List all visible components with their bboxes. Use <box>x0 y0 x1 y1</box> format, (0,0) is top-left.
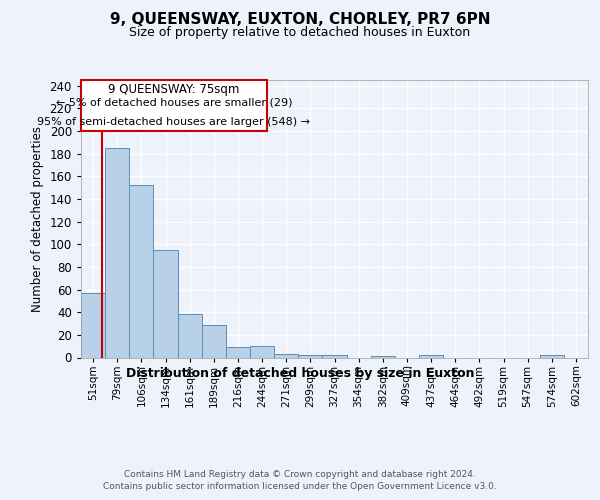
FancyBboxPatch shape <box>81 80 267 131</box>
Bar <box>371 356 395 358</box>
Bar <box>274 354 298 358</box>
Bar <box>81 293 105 358</box>
Text: 9, QUEENSWAY, EUXTON, CHORLEY, PR7 6PN: 9, QUEENSWAY, EUXTON, CHORLEY, PR7 6PN <box>110 12 490 28</box>
Bar <box>202 324 226 358</box>
Bar <box>129 186 154 358</box>
Text: 9 QUEENSWAY: 75sqm: 9 QUEENSWAY: 75sqm <box>108 83 239 96</box>
Bar <box>154 250 178 358</box>
Bar <box>322 355 347 358</box>
Bar <box>226 348 250 358</box>
Text: 95% of semi-detached houses are larger (548) →: 95% of semi-detached houses are larger (… <box>37 117 310 127</box>
Text: Size of property relative to detached houses in Euxton: Size of property relative to detached ho… <box>130 26 470 39</box>
Y-axis label: Number of detached properties: Number of detached properties <box>31 126 44 312</box>
Bar <box>540 355 564 358</box>
Text: Contains HM Land Registry data © Crown copyright and database right 2024.: Contains HM Land Registry data © Crown c… <box>124 470 476 479</box>
Text: Distribution of detached houses by size in Euxton: Distribution of detached houses by size … <box>126 368 474 380</box>
Bar <box>105 148 129 358</box>
Bar <box>419 355 443 358</box>
Text: ← 5% of detached houses are smaller (29): ← 5% of detached houses are smaller (29) <box>56 98 292 108</box>
Bar <box>250 346 274 358</box>
Bar <box>178 314 202 358</box>
Text: Contains public sector information licensed under the Open Government Licence v3: Contains public sector information licen… <box>103 482 497 491</box>
Bar <box>298 355 322 358</box>
